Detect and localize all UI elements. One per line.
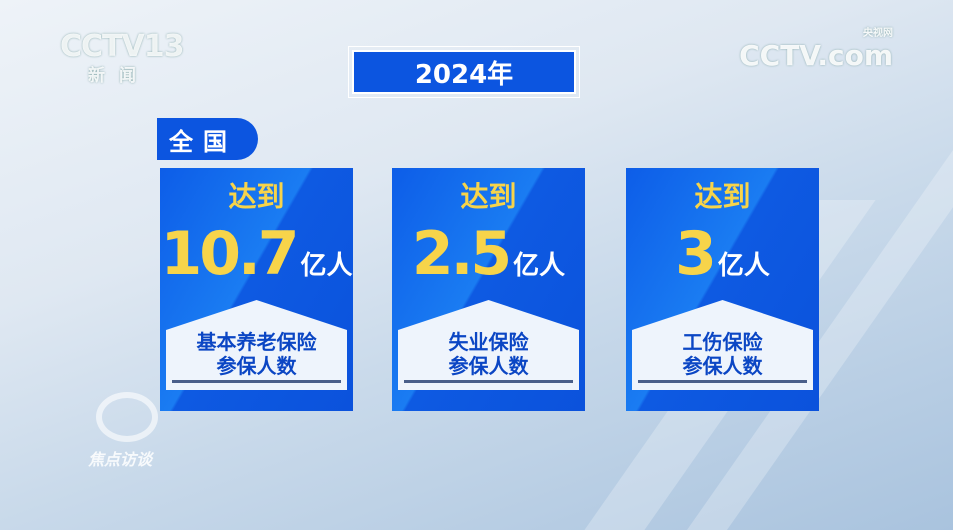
year-title: 2024年: [348, 46, 580, 98]
divider: [172, 380, 341, 383]
card-label-line2: 参保人数: [216, 354, 297, 378]
program-logo: 焦点访谈: [88, 450, 153, 469]
card-label-line1: 工伤保险: [682, 330, 763, 354]
cctv13-logo-subtitle: 新闻: [88, 66, 150, 86]
stat-card-injury: 达到 3 亿人 工伤保险 参保人数: [626, 168, 819, 411]
cctv-com-logo-text: CCTV.com: [739, 39, 893, 72]
cctv13-logo: CCTV13 新闻: [60, 29, 184, 87]
cctv-com-logo-subtitle: 央视网: [863, 28, 893, 39]
card-label-line2: 参保人数: [448, 354, 529, 378]
cctv13-logo-text: CCTV13: [60, 29, 184, 64]
card-value: 3 亿人: [675, 219, 770, 289]
card-prefix: 达到: [460, 180, 517, 213]
divider: [638, 380, 807, 383]
card-prefix: 达到: [694, 180, 751, 213]
cctv-com-logo: 央视网 CCTV.com: [739, 28, 893, 72]
card-label: 工伤保险 参保人数: [626, 330, 819, 378]
card-value: 2.5 亿人: [411, 219, 566, 289]
card-label-line1: 基本养老保险: [196, 330, 317, 354]
stat-card-pension: 达到 10.7 亿人 基本养老保险 参保人数: [160, 168, 353, 411]
card-label-line2: 参保人数: [682, 354, 763, 378]
divider: [404, 380, 573, 383]
card-value: 10.7 亿人: [160, 219, 353, 289]
program-logo-icon: [96, 392, 158, 442]
region-badge: 全国: [157, 118, 258, 160]
card-label: 失业保险 参保人数: [392, 330, 585, 378]
card-label: 基本养老保险 参保人数: [160, 330, 353, 378]
card-label-line1: 失业保险: [448, 330, 529, 354]
stat-card-unemployment: 达到 2.5 亿人 失业保险 参保人数: [392, 168, 585, 411]
card-prefix: 达到: [228, 180, 285, 213]
